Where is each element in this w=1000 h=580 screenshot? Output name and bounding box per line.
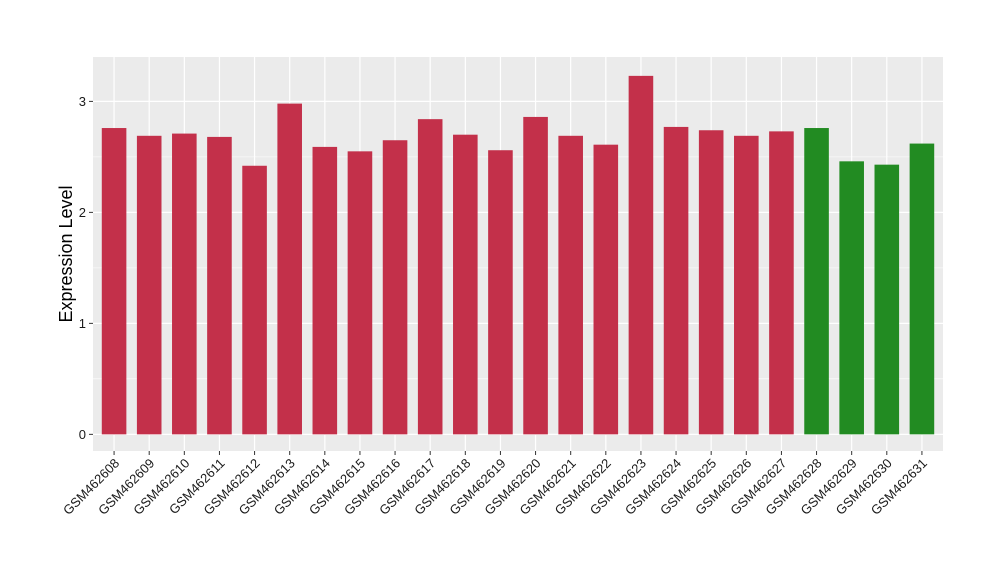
bar-GSM462622	[593, 144, 619, 435]
bar-GSM462617	[417, 119, 443, 435]
bar-GSM462609	[136, 135, 162, 435]
bar-GSM462628	[804, 128, 829, 435]
bar-GSM462630	[874, 164, 900, 435]
y-tick-label: 1	[79, 316, 86, 331]
bar-GSM462608	[101, 128, 127, 435]
bar-GSM462614	[312, 146, 338, 435]
bars	[101, 75, 935, 435]
y-tick-label: 3	[79, 94, 86, 109]
x-axis: GSM462608GSM462609GSM462610GSM462611GSM4…	[60, 451, 930, 518]
bar-GSM462629	[839, 161, 864, 435]
plot-panel	[93, 57, 943, 451]
y-tick-label: 2	[79, 205, 86, 220]
bar-GSM462623	[628, 75, 654, 435]
bar-GSM462631	[909, 143, 935, 435]
bar-GSM462627	[769, 131, 794, 435]
bar-GSM462621	[558, 135, 583, 435]
bar-GSM462624	[663, 126, 689, 435]
bar-GSM462619	[488, 150, 513, 435]
bar-GSM462625	[698, 130, 724, 435]
bar-GSM462618	[453, 134, 478, 435]
bar-GSM462611	[207, 136, 232, 435]
bar-GSM462616	[382, 140, 408, 435]
y-axis: 0 1 2 3	[79, 94, 93, 442]
bar-GSM462612	[242, 165, 267, 435]
bar-GSM462615	[347, 151, 373, 435]
bar-GSM462620	[523, 116, 548, 435]
y-axis-title: Expression Level	[56, 185, 76, 322]
y-tick-label: 0	[79, 427, 86, 442]
bar-GSM462613	[277, 103, 302, 435]
bar-GSM462610	[172, 133, 197, 435]
bar-GSM462626	[734, 135, 759, 435]
